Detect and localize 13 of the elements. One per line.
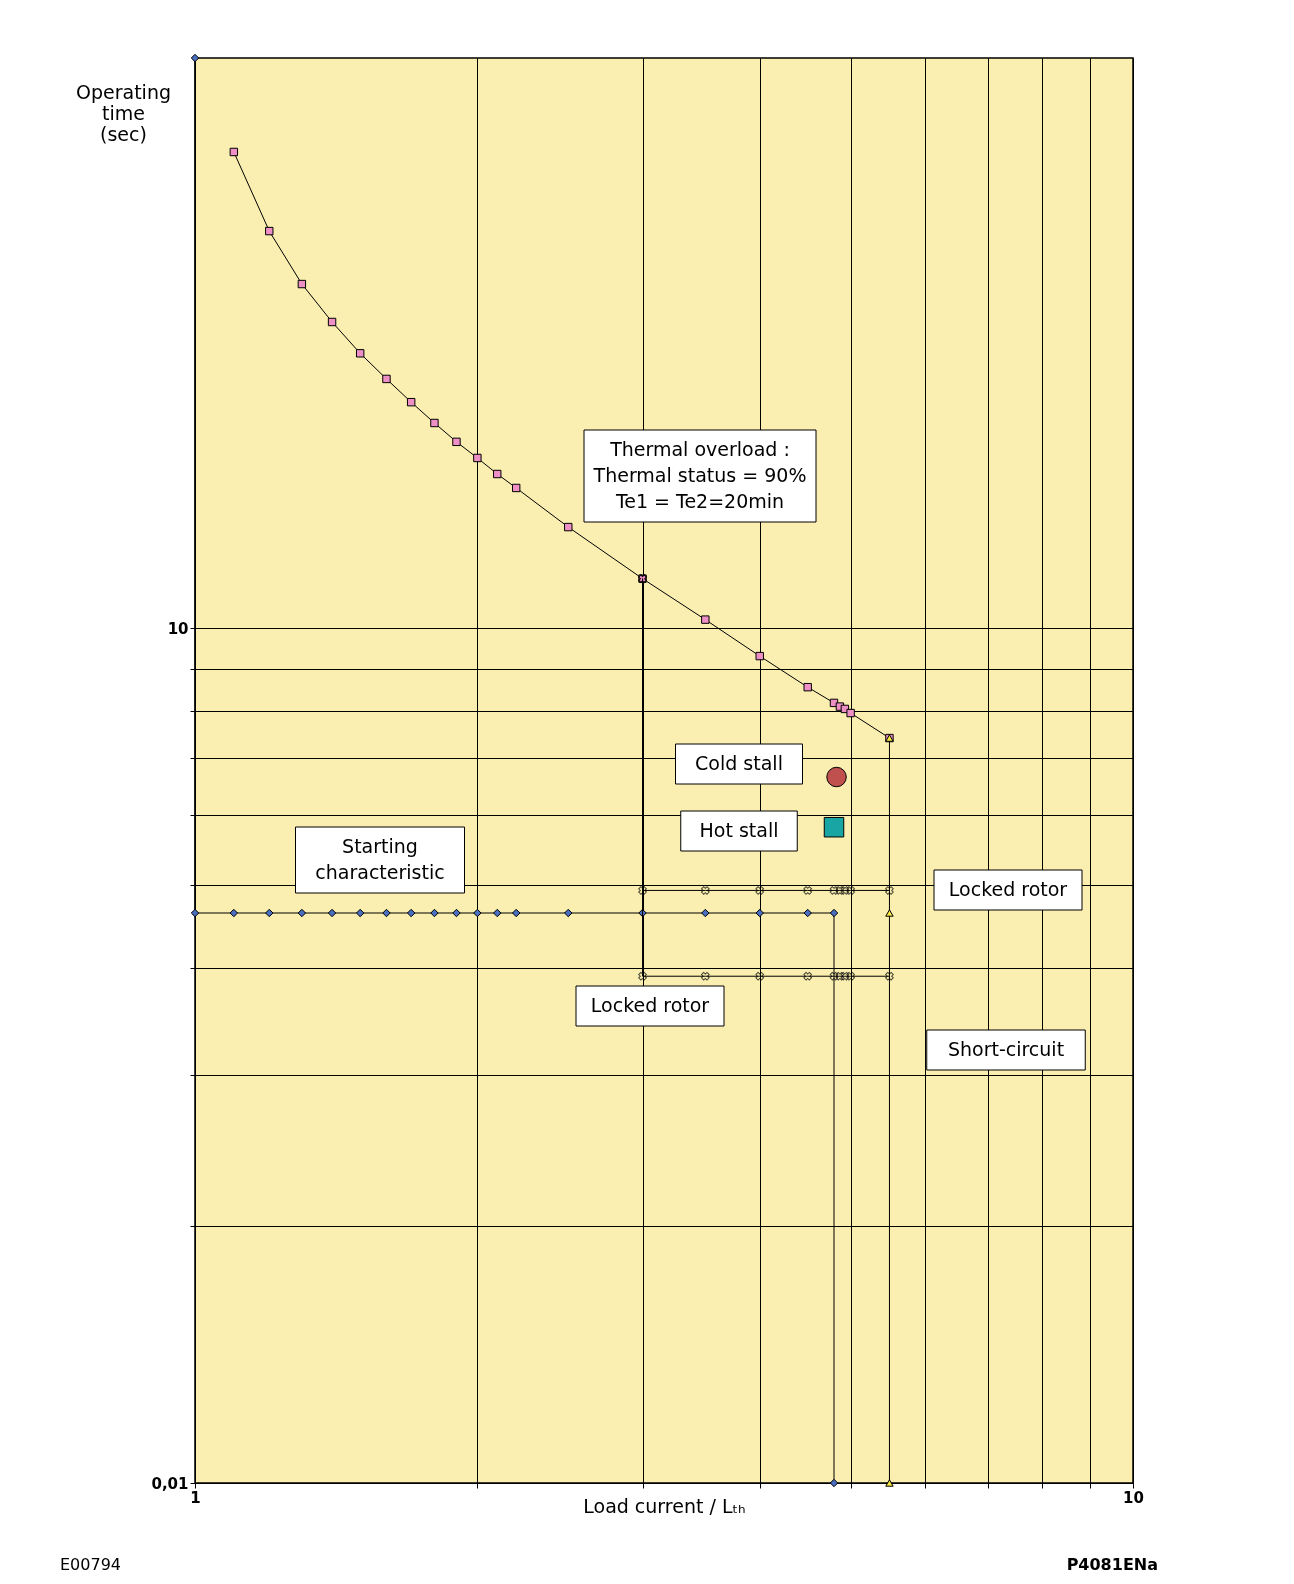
text: P4081ENa — [1066, 1555, 1158, 1574]
x-tick-label: 1 — [190, 1488, 201, 1507]
text: Short-circuit — [947, 1038, 1065, 1060]
y-tick-label: 0,01 — [151, 1474, 189, 1493]
text: Hot stall — [699, 819, 779, 841]
x-axis-title: Load current / Lₜₕ — [583, 1494, 746, 1517]
text: Cold stall — [695, 752, 783, 774]
text: E00794 — [60, 1555, 122, 1574]
series-label: Locked rotor — [590, 994, 710, 1016]
series-label: Starting characteristic — [315, 835, 445, 883]
text: Locked rotor — [948, 878, 1068, 900]
y-axis-title: Operating time (sec) — [76, 80, 171, 145]
series-label: Thermal overload : Thermal status = 90% Te1 = Te2=20min — [592, 438, 807, 512]
